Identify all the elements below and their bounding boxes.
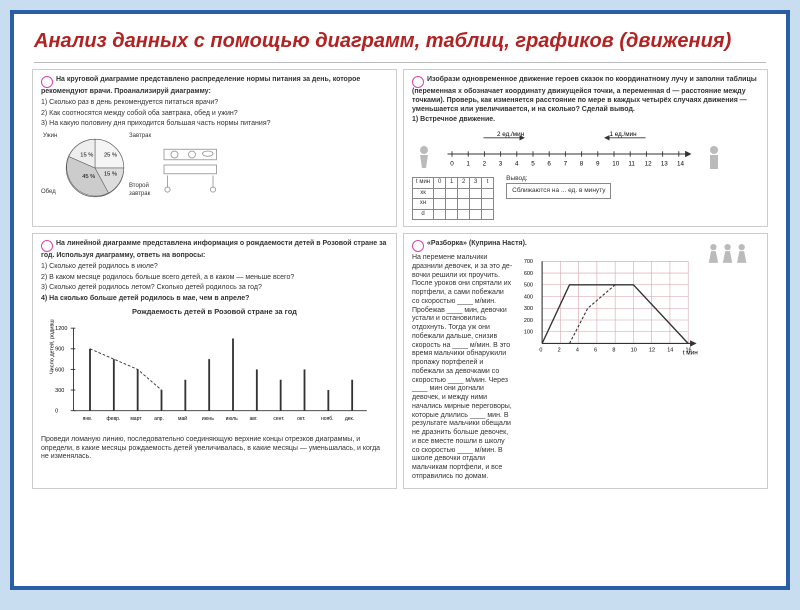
exercise-3: На линейной диаграмме представлена инфор… bbox=[32, 233, 397, 489]
svg-text:200: 200 bbox=[524, 318, 533, 324]
motion-table: t мин0123txкxнd bbox=[412, 177, 494, 220]
svg-text:8: 8 bbox=[612, 348, 615, 354]
svg-text:300: 300 bbox=[524, 306, 533, 312]
ex2-intro: Изобрази одновременное движение героев с… bbox=[412, 76, 757, 113]
svg-text:9: 9 bbox=[596, 161, 600, 168]
character-left-icon bbox=[412, 144, 436, 172]
ex3-chart-title: Рождаемость детей в Розовой стране за го… bbox=[41, 307, 388, 316]
food-cart-icon bbox=[157, 141, 227, 196]
task-number-icon bbox=[41, 240, 53, 252]
ex1-q2: 2) Как соотносятся между собой оба завтр… bbox=[41, 110, 388, 119]
ex4-text: На перемене маль­чики дразнили де­вочек,… bbox=[412, 254, 513, 482]
ex2-sub: 1) Встречное движение. bbox=[412, 116, 759, 125]
number-line: 2 ед./мин 1 ед./мин 01234567891011121314 bbox=[439, 127, 699, 172]
svg-text:5: 5 bbox=[531, 161, 535, 168]
out-title: Вывод: bbox=[506, 175, 611, 183]
svg-text:1200: 1200 bbox=[55, 326, 67, 332]
task-number-icon bbox=[412, 76, 424, 88]
ex3-foot: Проведи ломаную линию, последовательно с… bbox=[41, 436, 388, 462]
pie-label-uzhin: Ужин bbox=[43, 133, 57, 141]
ex3-q2: 2) В каком месяце родилось больше всего … bbox=[41, 274, 388, 283]
svg-text:14: 14 bbox=[677, 161, 685, 168]
ex1-q1: 1) Сколько раз в день рекомендуется пита… bbox=[41, 99, 388, 108]
svg-text:2: 2 bbox=[558, 348, 561, 354]
exercise-2: Изобрази одновременное движение героев с… bbox=[403, 69, 768, 227]
svg-text:янв.: янв. bbox=[83, 416, 93, 422]
slide-frame: Анализ данных с помощью диаграмм, таблиц… bbox=[10, 10, 790, 590]
svg-text:3: 3 bbox=[499, 161, 503, 168]
ex1-intro: На круговой диаграмме представлено распр… bbox=[41, 76, 360, 95]
svg-text:нояб.: нояб. bbox=[321, 416, 334, 422]
svg-text:окт.: окт. bbox=[297, 416, 305, 422]
svg-text:авг.: авг. bbox=[250, 416, 258, 422]
task-number-icon bbox=[41, 76, 53, 88]
pie-label-vtoroy: Второй завтрак bbox=[129, 183, 151, 198]
svg-text:100: 100 bbox=[524, 330, 533, 336]
svg-text:12: 12 bbox=[645, 161, 653, 168]
content-grid: На круговой диаграмме представлено распр… bbox=[14, 69, 786, 489]
svg-text:1 ед./мин: 1 ед./мин bbox=[610, 131, 638, 138]
svg-text:май: май bbox=[178, 415, 187, 422]
svg-text:15 %: 15 % bbox=[80, 152, 93, 158]
exercise-4: «Разборка» (Куприна Настя). На перемене … bbox=[403, 233, 768, 489]
svg-text:0: 0 bbox=[55, 409, 58, 415]
kids-running-icon bbox=[704, 240, 759, 270]
ex1-q3: 3) На какую половину дня приходится боль… bbox=[41, 120, 388, 129]
svg-text:2: 2 bbox=[483, 161, 487, 168]
divider bbox=[34, 62, 766, 63]
svg-text:13: 13 bbox=[661, 161, 669, 168]
svg-text:t мин: t мин bbox=[683, 349, 698, 356]
svg-text:7: 7 bbox=[564, 161, 568, 168]
svg-text:10: 10 bbox=[612, 161, 620, 168]
svg-text:11: 11 bbox=[628, 161, 635, 168]
svg-text:0: 0 bbox=[450, 161, 454, 168]
svg-text:1: 1 bbox=[466, 161, 470, 168]
svg-text:700: 700 bbox=[524, 259, 533, 265]
pie-chart: 25 % 15 % 45 % 15 % bbox=[63, 136, 127, 200]
svg-text:400: 400 bbox=[524, 294, 533, 300]
svg-text:600: 600 bbox=[55, 367, 64, 373]
ex3-intro: На линейной диаграмме представлена инфор… bbox=[41, 240, 386, 259]
svg-text:апр.: апр. bbox=[154, 416, 164, 422]
bar-chart: Число детей, родившихся в месяц 03006009… bbox=[41, 319, 381, 429]
svg-text:4: 4 bbox=[515, 161, 519, 168]
ex3-q1: 1) Сколько детей родилось в июле? bbox=[41, 263, 388, 272]
svg-text:июль: июль bbox=[226, 416, 238, 422]
svg-text:8: 8 bbox=[580, 161, 584, 168]
conclusion-box: Сближаются на ... ед. в минуту bbox=[506, 183, 611, 199]
task-number-icon bbox=[412, 240, 424, 252]
character-right-icon bbox=[702, 144, 726, 172]
svg-text:дек.: дек. bbox=[345, 416, 354, 422]
svg-text:500: 500 bbox=[524, 283, 533, 289]
svg-text:0: 0 bbox=[539, 348, 542, 354]
svg-text:10: 10 bbox=[631, 348, 637, 354]
pie-label-zavtrak: Завтрак bbox=[129, 133, 151, 141]
svg-text:6: 6 bbox=[594, 348, 597, 354]
svg-text:февр.: февр. bbox=[107, 416, 121, 422]
svg-text:июнь: июнь bbox=[202, 416, 214, 422]
svg-text:март: март bbox=[130, 416, 142, 422]
svg-text:12: 12 bbox=[649, 348, 655, 354]
svg-text:14: 14 bbox=[667, 348, 673, 354]
ex3-q4: 4) На сколько больше детей родилось в ма… bbox=[41, 295, 388, 304]
svg-text:300: 300 bbox=[55, 388, 64, 394]
ex4-title: «Разборка» (Куприна Настя). bbox=[427, 240, 527, 247]
svg-text:600: 600 bbox=[524, 271, 533, 277]
svg-text:сент.: сент. bbox=[273, 416, 284, 422]
svg-text:45 %: 45 % bbox=[82, 174, 95, 180]
svg-text:25 %: 25 % bbox=[104, 152, 117, 158]
line-chart: 0246810121416100200300400500600700 t мин bbox=[519, 254, 704, 359]
page-title: Анализ данных с помощью диаграмм, таблиц… bbox=[14, 14, 786, 62]
pie-label-obed: Обед bbox=[41, 189, 56, 197]
svg-text:6: 6 bbox=[547, 161, 551, 168]
svg-text:900: 900 bbox=[55, 347, 64, 353]
svg-text:4: 4 bbox=[576, 348, 579, 354]
svg-text:15 %: 15 % bbox=[104, 172, 117, 178]
ex3-q3: 3) Сколько детей родилось летом? Сколько… bbox=[41, 284, 388, 293]
svg-text:2 ед./мин: 2 ед./мин bbox=[497, 131, 525, 138]
exercise-1: На круговой диаграмме представлено распр… bbox=[32, 69, 397, 227]
